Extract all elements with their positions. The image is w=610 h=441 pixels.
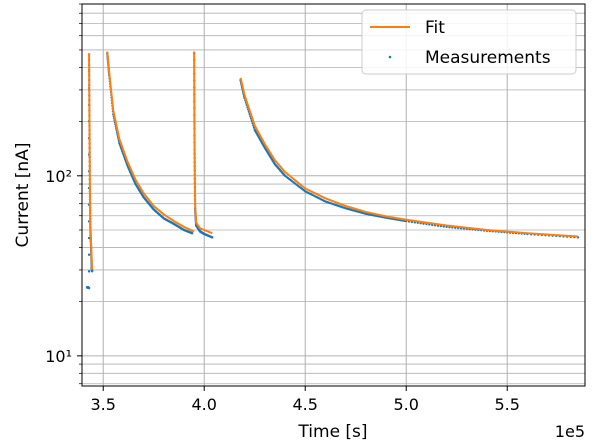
fit-line xyxy=(239,77,578,238)
fit-line xyxy=(106,51,195,233)
y-tick-label: 10² xyxy=(45,167,72,186)
measurement-point xyxy=(87,253,91,256)
fit-line xyxy=(193,51,213,235)
x-tick-label: 4.0 xyxy=(191,395,216,414)
x-tick-label: 5.0 xyxy=(393,395,418,414)
legend: Fit Measurements xyxy=(361,9,577,75)
x-axis-label: Time [s] xyxy=(297,422,367,441)
legend-measurements-swatch xyxy=(388,55,392,59)
legend-fit-label: Fit xyxy=(425,18,445,38)
measurement-point xyxy=(87,286,91,290)
fit-line xyxy=(88,53,94,270)
measurement-point xyxy=(90,270,94,273)
ticks: 3.5 4.0 4.5 5.0 5.5 10¹ 10² xyxy=(45,3,520,414)
x-tick-label: 5.5 xyxy=(495,395,520,414)
plot-frame xyxy=(81,3,586,387)
x-axis-offset-label: 1e5 xyxy=(555,422,585,441)
measurement-point xyxy=(87,270,91,273)
y-tick-label: 10¹ xyxy=(45,347,72,366)
y-axis-label: Current [nA] xyxy=(13,143,33,248)
legend-box xyxy=(361,9,577,75)
measurement-point xyxy=(211,236,214,239)
measurements-segment xyxy=(239,78,580,239)
x-tick-label: 3.5 xyxy=(90,395,115,414)
legend-measurements-label: Measurements xyxy=(425,48,551,68)
x-tick-label: 4.5 xyxy=(292,395,317,414)
series-layer xyxy=(85,51,580,290)
measurement-point xyxy=(190,231,194,235)
